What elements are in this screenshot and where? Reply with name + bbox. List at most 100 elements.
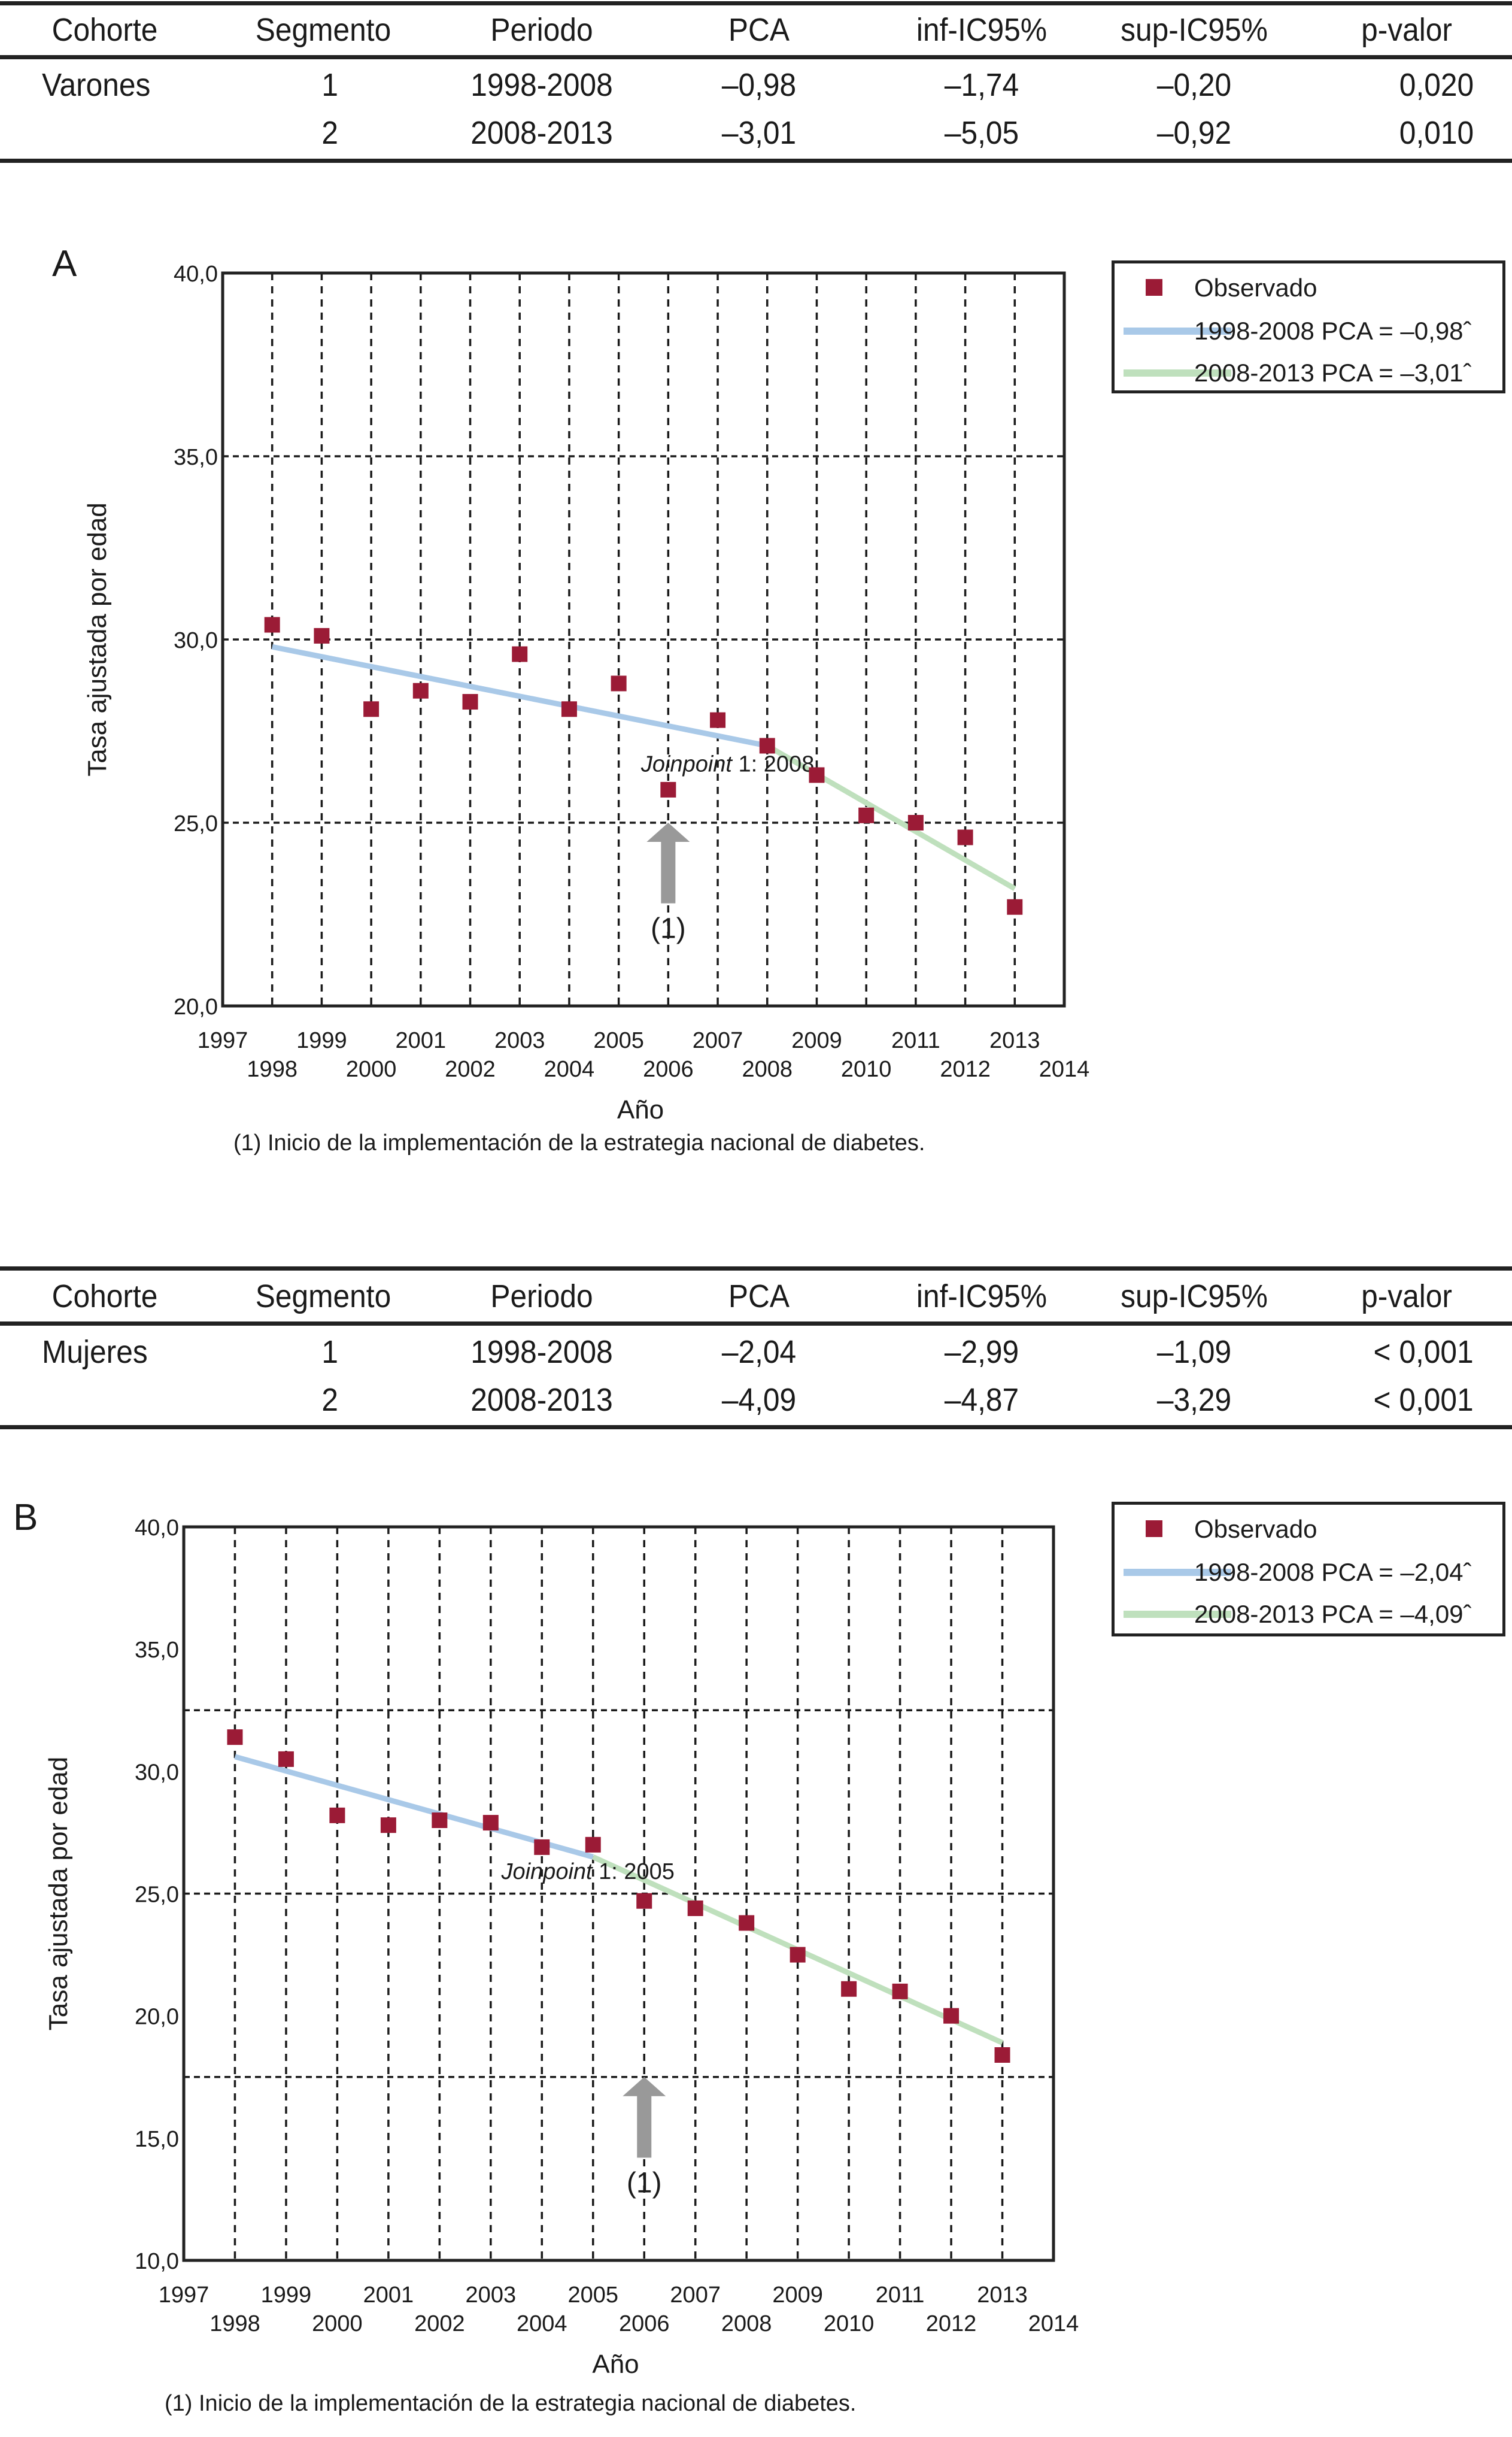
- column-header: inf-IC95%: [916, 1278, 1048, 1314]
- table-cell: –1,09: [1156, 1334, 1232, 1370]
- observed-point: [278, 1751, 294, 1767]
- y-tick-label: 20,0: [135, 2005, 179, 2030]
- table-cell: 1998-2008: [470, 1334, 613, 1370]
- table-cell: 1: [321, 1334, 338, 1370]
- observed-point: [611, 675, 627, 692]
- footnote: (1) Inicio de la implementación de la es…: [165, 2391, 857, 2416]
- observed-point: [957, 829, 973, 845]
- observed-point: [759, 738, 775, 754]
- joinpoint-label-year: 1: 2008: [732, 751, 814, 777]
- table-cell: 2: [321, 115, 338, 151]
- table-bottom-rule: [0, 1425, 1512, 1429]
- x-tick-label: 2013: [989, 1028, 1040, 1053]
- y-tick-label: 25,0: [135, 1883, 179, 1908]
- legend-item: 1998-2008 PCA = –0,98ˆ: [1115, 311, 1502, 353]
- legend-label: Observado: [1194, 1515, 1317, 1543]
- table-cell: –2,99: [944, 1334, 1019, 1370]
- table-cell: 0,020: [1399, 67, 1474, 103]
- legend-item: 2008-2013 PCA = –3,01ˆ: [1115, 353, 1502, 395]
- x-tick-label: 2000: [346, 1057, 397, 1082]
- column-header: Segmento: [255, 12, 391, 48]
- observed-point: [329, 1807, 345, 1823]
- joinpoint-annotation: Joinpoint 1: 2005: [500, 1859, 674, 1884]
- table-top-rule: [0, 1266, 1512, 1271]
- legend-label: Observado: [1194, 274, 1317, 302]
- observed-point: [534, 1839, 550, 1855]
- legend-item: 1998-2008 PCA = –2,04ˆ: [1115, 1553, 1502, 1595]
- x-axis-title: Año: [617, 1095, 664, 1124]
- table-cell: 1998-2008: [470, 67, 613, 103]
- legend-label: 2008-2013 PCA = –3,01ˆ: [1194, 359, 1472, 387]
- observed-point: [561, 701, 577, 717]
- legend-panel-a: Observado 1998-2008 PCA = –0,98ˆ 2008-2013…: [1112, 260, 1505, 393]
- column-header: sup-IC95%: [1121, 1278, 1268, 1314]
- table-cell: Mujeres: [42, 1334, 148, 1370]
- observed-point: [636, 1893, 652, 1909]
- table-cell: 2008-2013: [470, 1382, 613, 1418]
- column-header: PCA: [728, 12, 790, 48]
- observed-point: [1007, 899, 1023, 915]
- table-cell: –4,09: [721, 1382, 797, 1418]
- x-tick-label: 1999: [261, 2283, 312, 2308]
- trend-segment-line: [271, 644, 768, 748]
- y-tick-label: 40,0: [135, 1515, 179, 1541]
- arrow-label: (1): [627, 2168, 662, 2199]
- trend-segment-line: [766, 743, 1016, 892]
- chart-panel-a: A 20,0 25,0 30,0 35,0 40,0 1997 1999 2001 2003 200…: [52, 243, 1089, 1124]
- x-tick-label: 2007: [693, 1028, 743, 1053]
- legend-square-marker-icon: [1146, 1520, 1162, 1537]
- joinpoint-label-italic: Joinpoint: [500, 1859, 593, 1884]
- column-header: PCA: [728, 1278, 790, 1314]
- x-tick-label: 2002: [445, 1057, 496, 1082]
- panel-label: B: [13, 1497, 38, 1538]
- x-tick-label: 2009: [772, 2283, 823, 2308]
- legend-line-swatch-icon: [1124, 369, 1231, 377]
- legend-item: Observado: [1115, 268, 1502, 310]
- x-tick-label: 2001: [396, 1028, 447, 1053]
- observed-point: [462, 694, 478, 710]
- legend-line-swatch-icon: [1124, 1611, 1231, 1618]
- legend-item: 2008-2013 PCA = –4,09ˆ: [1115, 1595, 1502, 1636]
- legend-label: 1998-2008 PCA = –2,04ˆ: [1194, 1558, 1472, 1586]
- y-tick-label: 35,0: [135, 1638, 179, 1663]
- table-header-rule: [0, 55, 1512, 59]
- observed-point: [687, 1901, 703, 1916]
- x-tick-label: 2014: [1028, 2311, 1079, 2336]
- observed-point: [412, 683, 429, 699]
- table-cell: –0,20: [1156, 67, 1232, 103]
- x-tick-label: 1997: [159, 2283, 210, 2308]
- y-tick-label: 20,0: [174, 995, 218, 1020]
- x-tick-label: 2006: [619, 2311, 670, 2336]
- observed-point: [739, 1915, 755, 1931]
- x-tick-label: 2007: [670, 2283, 721, 2308]
- trend-segment-line: [234, 1754, 594, 1860]
- column-header: p-valor: [1361, 1278, 1452, 1314]
- x-tick-label: 1999: [296, 1028, 347, 1053]
- observed-point: [660, 781, 676, 798]
- joinpoint-annotation: Joinpoint 1: 2008: [640, 751, 814, 777]
- observed-point: [858, 807, 875, 823]
- x-tick-label: 2003: [494, 1028, 545, 1053]
- footnote: (1) Inicio de la implementación de la es…: [233, 1130, 925, 1156]
- observed-point: [264, 617, 280, 633]
- table-cell: –3,29: [1156, 1382, 1232, 1418]
- legend-line-swatch-icon: [1124, 328, 1231, 335]
- x-tick-label: 2011: [876, 2283, 925, 2308]
- x-tick-label: 2010: [841, 1057, 892, 1082]
- table-cell: –4,87: [944, 1382, 1019, 1418]
- x-tick-label: 2009: [791, 1028, 842, 1053]
- x-tick-label: 2011: [891, 1028, 940, 1053]
- column-header: Periodo: [490, 12, 593, 48]
- table-cell: < 0,001: [1373, 1334, 1474, 1370]
- y-tick-label: 35,0: [174, 445, 218, 470]
- x-tick-label: 2005: [593, 1028, 644, 1053]
- x-tick-label: 2004: [517, 2311, 567, 2336]
- y-axis-title: Tasa ajustada por edad: [83, 502, 112, 776]
- table-cell: –3,01: [721, 115, 797, 151]
- table-cell: –0,92: [1156, 115, 1232, 151]
- column-header: Segmento: [255, 1278, 391, 1314]
- column-header: Cohorte: [51, 1278, 158, 1314]
- x-tick-label: 1997: [198, 1028, 248, 1053]
- x-tick-label: 2010: [824, 2311, 875, 2336]
